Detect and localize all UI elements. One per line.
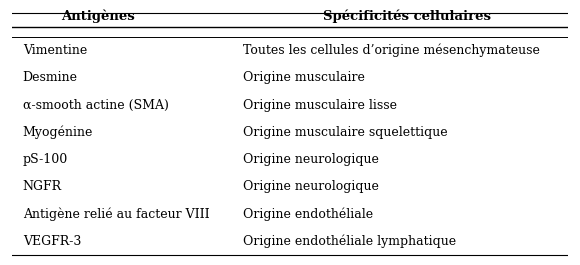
Text: Origine endothéliale: Origine endothéliale — [242, 207, 373, 220]
Text: Antigènes: Antigènes — [61, 10, 135, 24]
Text: NGFR: NGFR — [23, 180, 62, 193]
Text: α-smooth actine (SMA): α-smooth actine (SMA) — [23, 99, 169, 112]
Text: Myogénine: Myogénine — [23, 126, 93, 139]
Text: Spécificités cellulaires: Spécificités cellulaires — [323, 10, 491, 24]
Text: Toutes les cellules d’origine mésenchymateuse: Toutes les cellules d’origine mésenchyma… — [242, 44, 539, 58]
Text: Origine neurologique: Origine neurologique — [242, 153, 379, 166]
Text: Origine musculaire squelettique: Origine musculaire squelettique — [242, 126, 447, 139]
Text: Desmine: Desmine — [23, 71, 78, 84]
Text: VEGFR-3: VEGFR-3 — [23, 235, 81, 248]
Text: Origine neurologique: Origine neurologique — [242, 180, 379, 193]
Text: Origine endothéliale lymphatique: Origine endothéliale lymphatique — [242, 234, 456, 248]
Text: Origine musculaire lisse: Origine musculaire lisse — [242, 99, 397, 112]
Text: Vimentine: Vimentine — [23, 44, 87, 57]
Text: pS-100: pS-100 — [23, 153, 68, 166]
Text: Antigène relié au facteur VIII: Antigène relié au facteur VIII — [23, 207, 209, 220]
Text: Origine musculaire: Origine musculaire — [242, 71, 365, 84]
